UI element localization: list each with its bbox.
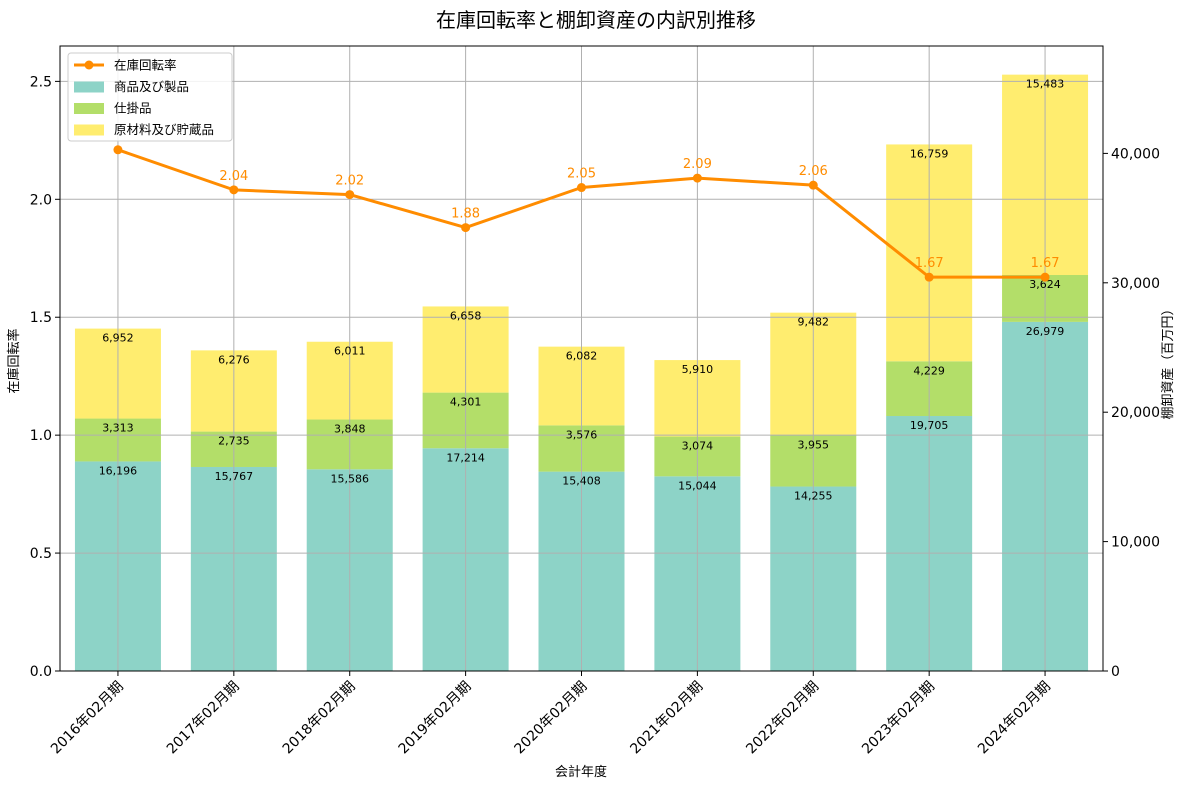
y-right-tick-label: 30,000: [1111, 276, 1160, 292]
y-right-axis-label: 棚卸資産（百万円）: [1160, 302, 1176, 419]
turnover-point: [1040, 272, 1050, 282]
x-tick-label: 2020年02月期: [512, 679, 591, 758]
x-tick-label: 2018年02月期: [280, 679, 359, 758]
bar-value-label: 4,229: [913, 364, 945, 377]
bar-value-label: 15,767: [215, 470, 254, 483]
bar-value-label: 6,658: [450, 309, 482, 322]
turnover-point: [229, 185, 239, 195]
turnover-value-label: 2.05: [567, 167, 596, 182]
turnover-value-label: 2.09: [683, 157, 712, 172]
bar-value-label: 16,759: [910, 147, 949, 160]
turnover-point: [461, 223, 471, 233]
turnover-point: [345, 190, 355, 200]
turnover-value-label: 1.67: [915, 256, 944, 271]
y-right-tick-label: 20,000: [1111, 405, 1160, 421]
y-left-tick-label: 0.5: [30, 546, 52, 562]
x-tick-label: 2022年02月期: [743, 679, 822, 758]
bar-value-label: 9,482: [798, 316, 830, 329]
turnover-value-label: 1.88: [451, 207, 480, 222]
chart-title: 在庫回転率と棚卸資産の内訳別推移: [436, 8, 756, 32]
bar-value-label: 5,910: [682, 363, 714, 376]
x-tick-label: 2023年02月期: [859, 679, 938, 758]
bar-value-label: 3,313: [102, 422, 134, 435]
turnover-point: [113, 145, 123, 155]
y-left-tick-label: 2.5: [30, 74, 52, 90]
legend-label: 在庫回転率: [114, 58, 177, 73]
y-left-tick-label: 2.0: [30, 192, 52, 208]
bar-value-label: 3,576: [566, 428, 598, 441]
line-layer: 2.04 2.02 1.88 2.05 2.09 2.06 1.67 1.67: [113, 145, 1060, 282]
x-tick-label: 2021年02月期: [627, 679, 706, 758]
bar-value-label: 16,196: [99, 464, 138, 477]
bar-value-label: 6,082: [566, 350, 598, 363]
turnover-point: [692, 173, 702, 183]
bar-value-label: 6,952: [102, 332, 134, 345]
x-tick-label: 2024年02月期: [975, 679, 1054, 758]
legend-line-marker: [84, 60, 94, 70]
bar-value-label: 15,408: [562, 475, 601, 488]
bar-value-label: 19,705: [910, 419, 949, 432]
legend-box: [67, 52, 233, 142]
turnover-value-label: 1.67: [1031, 256, 1060, 271]
y-left-axis-label: 在庫回転率: [6, 328, 22, 393]
bar-value-label: 3,624: [1029, 278, 1061, 291]
y-right-tick-label: 0: [1111, 664, 1120, 680]
bar-value-label: 6,011: [334, 345, 366, 358]
bar-value-label: 15,483: [1026, 78, 1065, 91]
legend-swatch: [74, 103, 104, 114]
turnover-point: [577, 183, 586, 193]
y-right-tick-label: 40,000: [1111, 146, 1160, 162]
bar-value-label: 2,735: [218, 435, 250, 448]
y-left-tick-label: 1.0: [30, 428, 52, 444]
x-tick-label: 2016年02月期: [48, 679, 127, 758]
bar-value-label: 6,276: [218, 353, 250, 366]
y-left-tick-label: 0.0: [30, 664, 52, 680]
bar-value-label: 15,586: [330, 472, 369, 485]
legend-swatch: [74, 81, 104, 93]
turnover-point: [808, 180, 818, 190]
turnover-value-label: 2.06: [799, 164, 828, 179]
grid-layer: [60, 46, 1103, 672]
legend-label: 仕掛品: [114, 101, 152, 116]
y-left-tick-label: 1.5: [30, 310, 52, 326]
x-axis-label: 会計年度: [555, 764, 607, 780]
legend-swatch: [74, 124, 104, 136]
bar-labels-layer: 16,196 3,313 6,952 15,767 2,735 6,276 15,586 3,…: [99, 78, 1065, 503]
bar-value-label: 15,044: [678, 479, 717, 492]
bar-value-label: 14,255: [794, 490, 833, 503]
bar-value-label: 26,979: [1026, 325, 1065, 338]
bar-value-label: 17,214: [446, 451, 485, 464]
legend-label: 原材料及び貯蔵品: [114, 122, 214, 137]
bar-value-label: 3,955: [798, 438, 830, 451]
y-right-tick-label: 10,000: [1111, 535, 1160, 551]
bar-value-label: 4,301: [450, 396, 482, 409]
bar-value-label: 3,074: [682, 440, 714, 453]
x-tick-label: 2019年02月期: [396, 679, 475, 758]
bar-value-label: 3,848: [334, 423, 366, 436]
turnover-value-label: 2.04: [219, 169, 248, 184]
turnover-point: [924, 272, 934, 282]
turnover-value-label: 2.02: [335, 174, 364, 189]
x-tick-label: 2017年02月期: [164, 679, 243, 758]
legend-label: 商品及び製品: [114, 79, 189, 94]
